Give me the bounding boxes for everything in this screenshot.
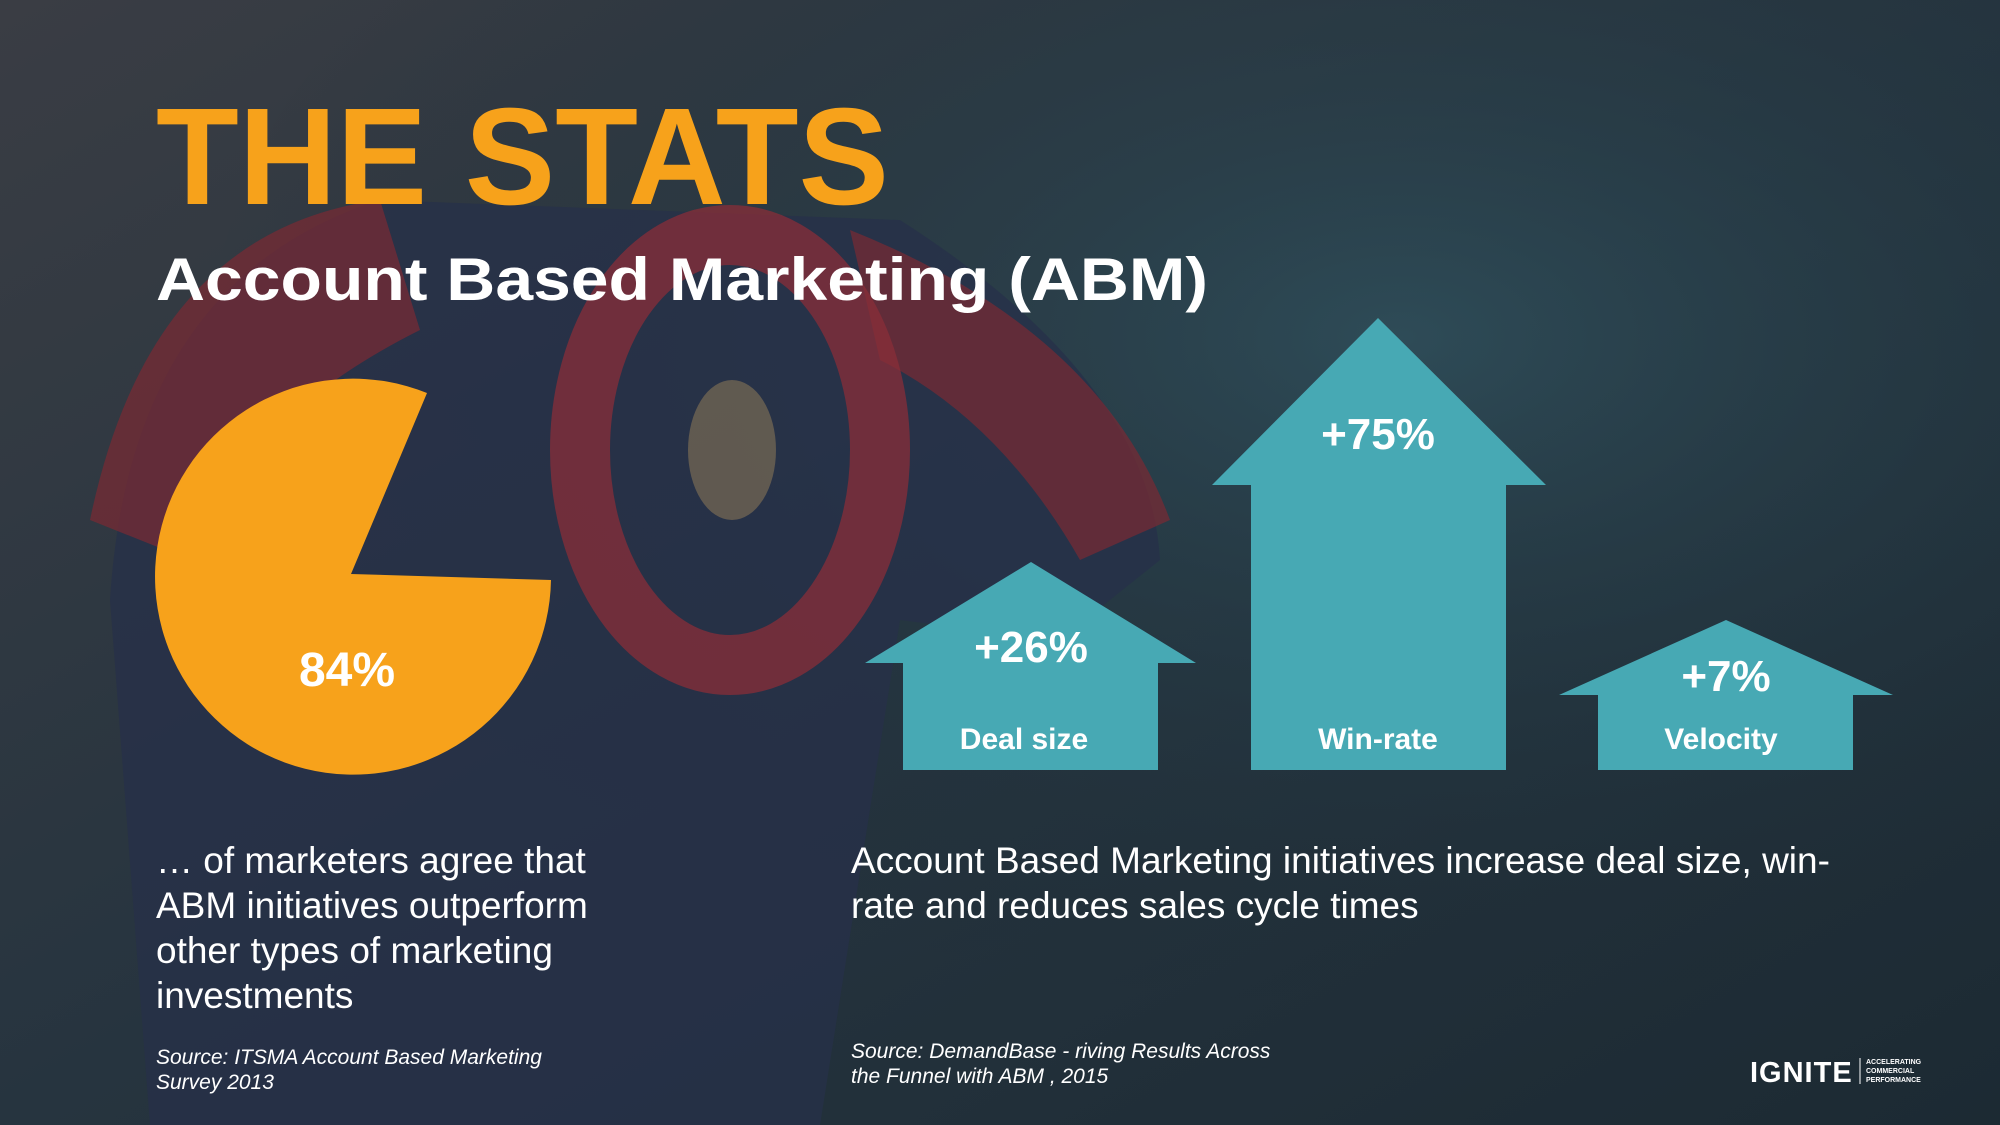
sleeve-right — [850, 230, 1170, 560]
right-source: Source: DemandBase - riving Results Acro… — [851, 1040, 1271, 1088]
pie-graphic — [155, 378, 551, 775]
logo-tagline: ACCELERATING — [1866, 1059, 1922, 1066]
arrow-label: Win-rate — [1318, 723, 1438, 756]
subtitle: Account Based Marketing (ABM) — [156, 246, 1208, 313]
logo-name: IGNITE — [1750, 1057, 1853, 1089]
arrow — [1559, 620, 1893, 770]
arrow — [865, 562, 1196, 770]
arrow-label: Deal size — [960, 723, 1088, 756]
arrow-value: +7% — [1681, 652, 1770, 701]
arrow-value: +26% — [974, 623, 1088, 672]
arrow-value: +75% — [1321, 410, 1435, 459]
arrow-label: Velocity — [1664, 723, 1778, 756]
right-text: Account Based Marketing initiatives incr… — [851, 840, 1830, 926]
stat-value: 84% — [299, 644, 395, 697]
jersey-dot — [688, 380, 776, 520]
logo-tagline: COMMERCIAL — [1866, 1068, 1915, 1075]
left-text: … of marketers agree that ABM initiative… — [156, 840, 588, 1016]
sleeve-left — [90, 200, 420, 560]
arrow — [1212, 318, 1546, 770]
left-source: Source: ITSMA Account Based Marketing Su… — [156, 1046, 542, 1094]
jersey-ring — [550, 205, 910, 695]
logo-tagline: PERFORMANCE — [1866, 1077, 1921, 1084]
title: THE STATS — [156, 80, 889, 234]
